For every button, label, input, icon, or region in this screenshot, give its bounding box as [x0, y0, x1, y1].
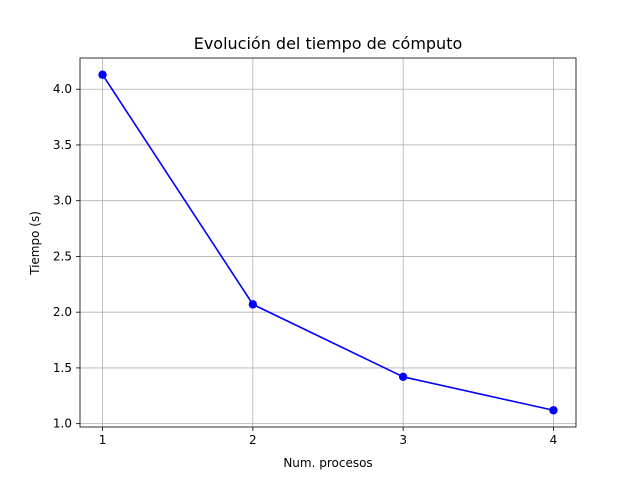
data-point [248, 300, 258, 309]
x-tick-label: 1 [99, 433, 107, 447]
x-axis-label: Num. procesos [283, 456, 372, 470]
y-tick-label: 1.0 [53, 417, 72, 431]
y-tick-label: 2.0 [53, 305, 72, 319]
data-point [549, 406, 558, 415]
y-tick-label: 4.0 [53, 82, 72, 96]
y-tick-label: 3.0 [53, 194, 72, 208]
x-tick-label: 2 [249, 433, 257, 447]
data-point [398, 372, 408, 382]
y-tick-label: 1.5 [53, 361, 72, 375]
x-tick-label: 3 [399, 433, 407, 447]
y-tick-label: 3.5 [53, 138, 72, 152]
grid [80, 58, 576, 427]
series-line [101, 74, 554, 412]
series [98, 70, 558, 415]
ticks: 1 2 3 4 1.0 1.5 2.0 2.5 3.0 3.5 4.0 [53, 82, 557, 447]
chart-title: Evolución del tiempo de cómputo [194, 34, 463, 53]
y-axis-label: Tiempo (s) [28, 211, 42, 276]
plot-frame [79, 57, 577, 428]
x-tick-label: 4 [550, 433, 558, 447]
y-tick-label: 2.5 [53, 249, 72, 263]
data-point [98, 70, 107, 79]
